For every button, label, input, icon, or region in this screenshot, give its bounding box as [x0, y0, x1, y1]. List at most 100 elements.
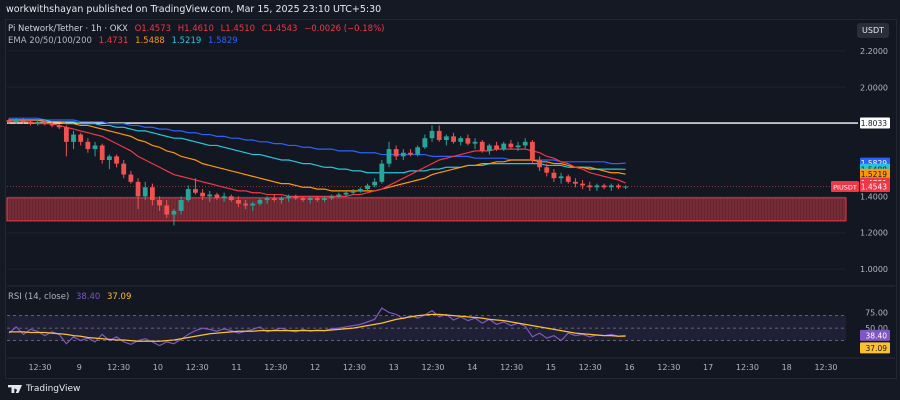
candle-body: [20, 120, 26, 122]
rsi-legend: RSI (14, close) 38.40 37.09: [8, 292, 135, 302]
candle-body: [207, 194, 213, 197]
candle-body: [479, 141, 485, 151]
rsi-ma-value-box: [860, 342, 890, 354]
price-tick-label: 1.2000: [860, 229, 888, 238]
rsi-value-label: 38.40: [866, 331, 888, 340]
time-tick-label: 17: [703, 363, 713, 372]
price-tick-label: 2.2000: [860, 47, 888, 56]
ema200-value: 1.5829: [207, 36, 238, 46]
candle-body: [164, 205, 170, 215]
candle-body: [56, 125, 62, 128]
rsi-band: [7, 315, 846, 341]
candle-body: [372, 181, 378, 186]
candle-body: [494, 145, 499, 150]
rsi-value-box: [860, 329, 890, 341]
candle-body: [264, 198, 270, 200]
rsi-tick-label: 75.00: [865, 309, 888, 318]
tradingview-logo-icon: [8, 385, 22, 393]
rsi-ma-legend-value: 37.09: [107, 292, 132, 302]
candle-body: [443, 136, 449, 140]
candle-body: [106, 156, 112, 160]
candle-body: [565, 176, 571, 182]
candle-body: [486, 145, 492, 151]
candle-body: [236, 200, 241, 204]
time-tick-label: 12:30: [28, 363, 51, 372]
ticker-label: PIUSDT: [833, 183, 857, 191]
candle-body: [422, 138, 428, 148]
time-tick-label: 12:30: [814, 363, 837, 372]
time-tick-label: 16: [624, 363, 634, 372]
candle-body: [200, 192, 205, 197]
footer: TradingView: [8, 384, 80, 394]
price-label-last: 1.4543: [861, 182, 887, 191]
ema50-value: 1.5488: [135, 36, 165, 46]
candle-body: [501, 143, 507, 150]
candle-body: [42, 121, 48, 124]
candle-body: [465, 138, 471, 144]
candle-body: [522, 141, 528, 146]
candle-body: [257, 200, 263, 204]
publisher-line: workwithshayan published on TradingView.…: [6, 4, 382, 15]
candle-body: [221, 196, 227, 199]
time-tick-label: 12:30: [657, 363, 680, 372]
ema50-line: [9, 119, 626, 192]
price-label-ema50: 1.5219: [861, 170, 887, 179]
time-tick-label: 12:30: [107, 363, 130, 372]
time-tick-label: 15: [546, 363, 556, 372]
candle-body: [71, 134, 76, 142]
rsi-ma-value-label: 37.09: [866, 344, 888, 353]
ohlc-change: −0.0026 (−0.18%): [304, 24, 385, 34]
time-tick-label: 9: [77, 363, 82, 372]
ema20-value: 1.4731: [98, 36, 129, 46]
candle-body: [616, 185, 621, 188]
rsi-legend-label[interactable]: RSI (14, close): [8, 292, 70, 302]
candle-body: [472, 141, 478, 144]
ohlc-low: L1.4510: [220, 24, 256, 34]
support-zone: [6, 197, 847, 222]
time-tick-label: 12:30: [500, 363, 523, 372]
candle-body: [300, 198, 306, 200]
candle-body: [279, 198, 284, 200]
symbol-legend: Pi Network/Tether · 1h · OKX O1.4573 H1.…: [8, 24, 388, 34]
candle-body: [573, 181, 578, 184]
candle-body: [49, 123, 55, 126]
candle-body: [379, 163, 385, 182]
time-tick-label: 12:30: [186, 363, 209, 372]
candle-body: [515, 145, 521, 148]
currency-badge[interactable]: USDT: [857, 23, 889, 38]
candle-body: [135, 181, 141, 197]
price-label-resistance: 1.8033: [861, 119, 887, 128]
candle-body: [228, 196, 234, 200]
time-tick-label: 18: [782, 363, 792, 372]
candle-body: [193, 189, 198, 193]
candle-body: [558, 176, 564, 179]
time-tick-label: 11: [231, 363, 241, 372]
candle-body: [365, 185, 370, 190]
candle-body: [458, 138, 464, 142]
candle-body: [271, 198, 277, 200]
candle-body: [551, 172, 557, 179]
candle-body: [350, 190, 356, 193]
candle-body: [408, 152, 413, 155]
candle-body: [322, 198, 327, 200]
symbol-name[interactable]: Pi Network/Tether · 1h · OKX: [8, 24, 128, 34]
candle-body: [594, 185, 600, 188]
candle-body: [99, 145, 105, 160]
time-tick-label: 12:30: [343, 363, 366, 372]
candle-body: [314, 198, 320, 200]
candle-body: [357, 189, 363, 191]
candle-body: [171, 210, 177, 215]
price-label-ema200: 1.5829: [861, 159, 887, 168]
candle-body: [429, 130, 435, 139]
candle-body: [400, 152, 406, 157]
candle-body: [85, 141, 91, 150]
price-label-box-resistance: [860, 117, 890, 129]
ema-legend-label[interactable]: EMA 20/50/100/200: [8, 36, 92, 46]
candle-body: [121, 163, 127, 175]
candle-body: [13, 120, 19, 122]
ohlc-open: O1.4573: [134, 24, 172, 34]
candle-body: [250, 203, 256, 206]
candle-body: [293, 196, 299, 199]
candle-body: [436, 130, 442, 140]
